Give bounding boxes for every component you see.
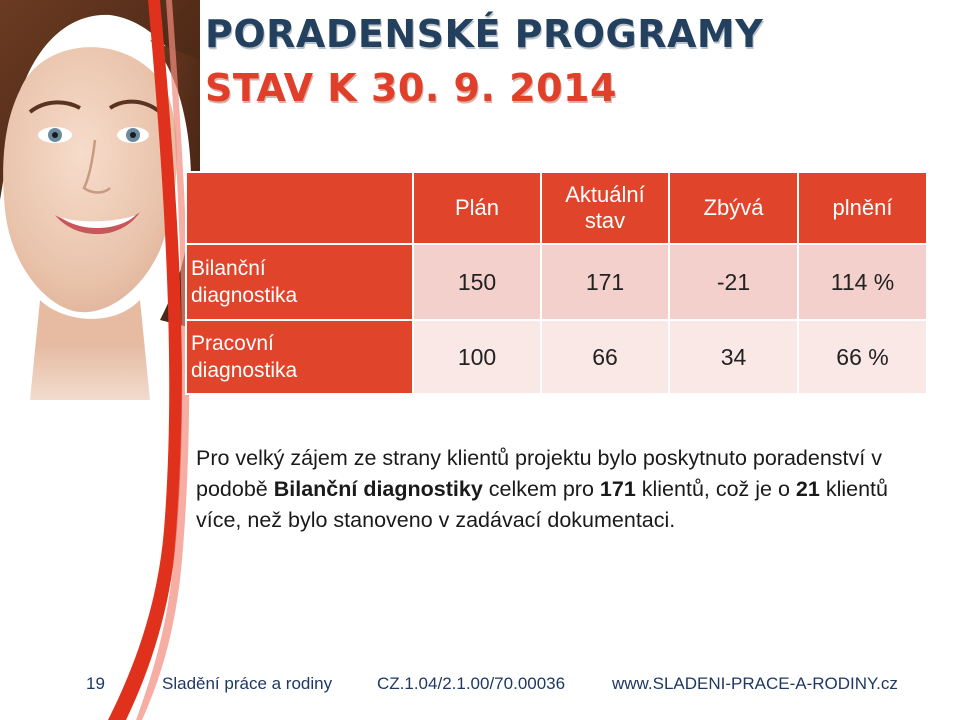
page-number: 19: [86, 674, 105, 693]
cell-plan: 150: [412, 243, 542, 321]
column-header-plan: Plán: [412, 171, 542, 245]
page-subtitle: STAV K 30. 9. 2014: [205, 66, 617, 110]
cell-plan: 100: [412, 319, 542, 395]
summary-text: klientů, což je o: [635, 477, 796, 501]
table-header-row: Plán Aktuální stav Zbývá plnění: [185, 171, 928, 245]
summary-bold-count: 171: [599, 477, 636, 501]
red-swoosh-decoration: [108, 0, 190, 720]
column-header-remaining: Zbývá: [668, 171, 799, 245]
summary-bold-program: Bilanční diagnostiky: [273, 477, 483, 501]
summary-text: klientů více, než bylo stanoveno v zadáv…: [196, 477, 888, 532]
footer: 19 Sladění práce a rodiny CZ.1.04/2.1.00…: [0, 666, 960, 702]
row-label: Bilanční diagnostika: [185, 243, 414, 321]
footer-project-code: CZ.1.04/2.1.00/70.00036: [377, 674, 566, 693]
summary-text: celkem pro: [482, 477, 600, 501]
column-header-fulfillment: plnění: [797, 171, 928, 245]
cell-fulfillment: 114 %: [797, 243, 928, 321]
row-label-text: Pracovní diagnostika: [191, 332, 298, 382]
table-row: Pracovní diagnostika 100 66 34 66 %: [185, 319, 928, 395]
summary-text: Pro velký zájem ze strany klientů projek…: [196, 446, 882, 501]
page-title: PORADENSKÉ PROGRAMY: [205, 12, 764, 56]
cell-remaining: 34: [668, 319, 799, 395]
cell-current: 171: [540, 243, 670, 321]
column-header-current: Aktuální stav: [540, 171, 670, 245]
column-header-current-label: Aktuální stav: [565, 182, 645, 233]
row-label: Pracovní diagnostika: [185, 319, 414, 395]
row-label-text: Bilanční diagnostika: [191, 257, 298, 307]
cell-fulfillment: 66 %: [797, 319, 928, 395]
programs-table: Plán Aktuální stav Zbývá plnění Bilanční…: [185, 171, 928, 395]
cell-remaining: -21: [668, 243, 799, 321]
cell-current: 66: [540, 319, 670, 395]
table-corner-cell: [185, 171, 414, 245]
footer-project-name: Sladění práce a rodiny: [162, 674, 333, 693]
footer-website-link[interactable]: www.SLADENI-PRACE-A-RODINY.cz: [612, 674, 898, 693]
table-row: Bilanční diagnostika 150 171 -21 114 %: [185, 243, 928, 321]
summary-bold-difference: 21: [795, 477, 820, 501]
summary-paragraph: Pro velký zájem ze strany klientů projek…: [196, 443, 926, 536]
